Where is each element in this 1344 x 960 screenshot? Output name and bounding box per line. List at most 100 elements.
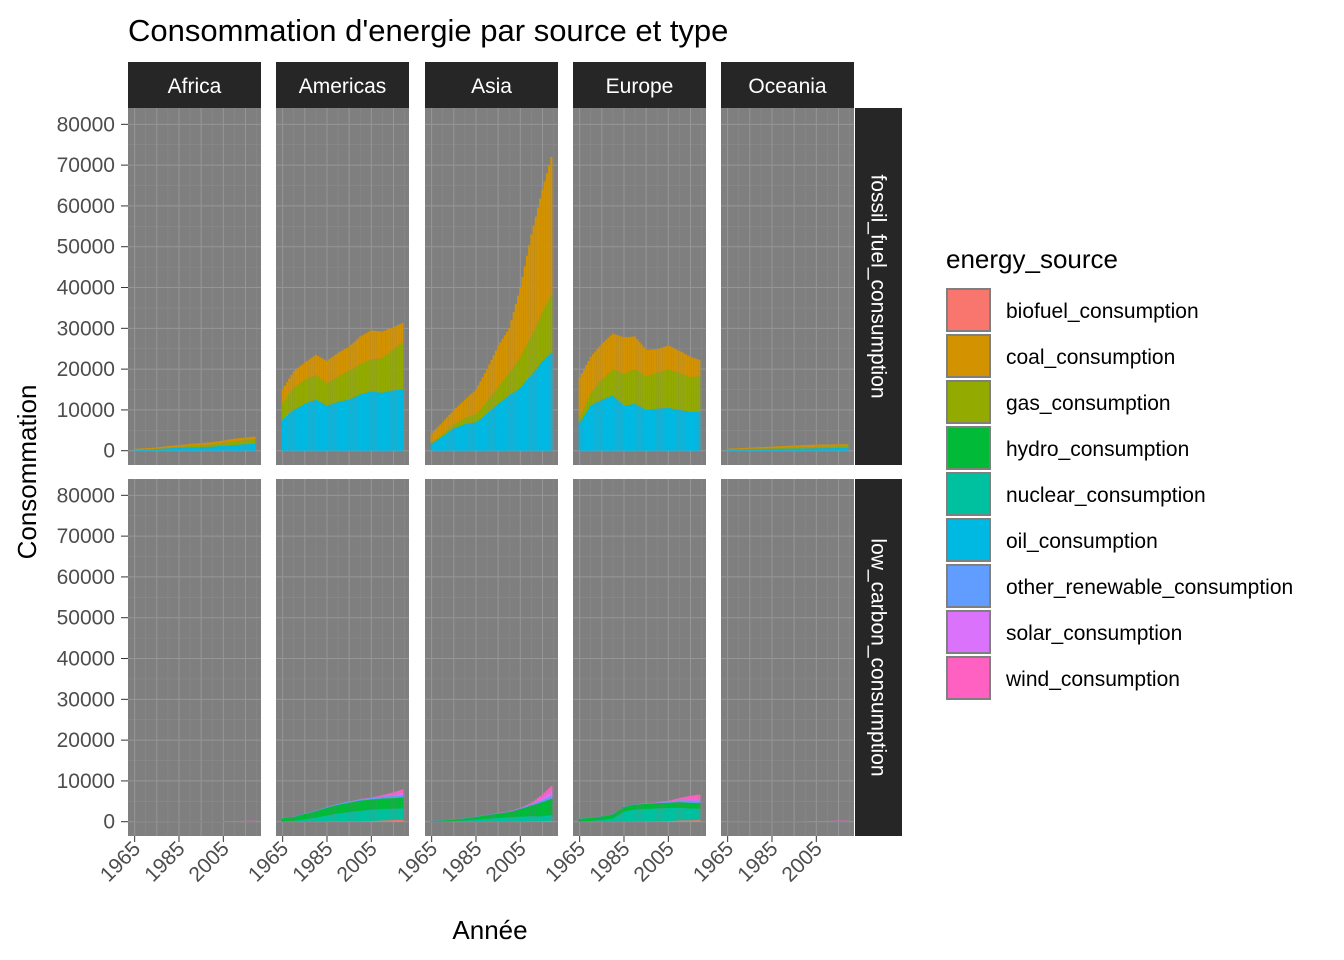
bar-other_renewable_consumption-1983 xyxy=(321,808,324,810)
bar-nuclear_consumption-1997 xyxy=(501,817,504,822)
bar-gas_consumption-1987 xyxy=(182,446,185,448)
bar-gas_consumption-1993 xyxy=(640,373,643,408)
bar-nuclear_consumption-2007 xyxy=(523,816,526,822)
bar-gas_consumption-1990 xyxy=(486,401,489,414)
bar-biofuel_consumption-2018 xyxy=(548,820,551,822)
bar-gas_consumption-2010 xyxy=(233,441,236,446)
bar-hydro_consumption-1989 xyxy=(631,805,634,810)
y-tick-label: 20000 xyxy=(57,358,115,381)
bar-oil_consumption-1991 xyxy=(636,405,639,451)
bar-hydro_consumption-1969 xyxy=(290,817,293,822)
bar-other_renewable_consumption-2012 xyxy=(682,800,685,803)
bar-oil_consumption-1986 xyxy=(477,420,480,451)
bar-oil_consumption-1986 xyxy=(625,405,628,451)
bar-hydro_consumption-1991 xyxy=(636,804,639,810)
bar-other_renewable_consumption-2015 xyxy=(541,800,544,803)
bar-oil_consumption-1992 xyxy=(341,400,344,451)
bar-hydro_consumption-1994 xyxy=(345,803,348,813)
bar-hydro_consumption-1992 xyxy=(638,804,641,810)
bar-gas_consumption-1984 xyxy=(472,414,475,423)
x-tick-label: 1985 xyxy=(288,837,337,886)
bar-gas_consumption-2000 xyxy=(211,444,214,447)
bar-oil_consumption-1974 xyxy=(450,429,453,451)
bar-solar_consumption-2014 xyxy=(687,799,690,801)
bar-other_renewable_consumption-1992 xyxy=(341,802,344,804)
bar-gas_consumption-1996 xyxy=(350,369,353,399)
bar-hydro_consumption-2012 xyxy=(682,802,685,809)
bar-nuclear_consumption-1996 xyxy=(350,811,353,822)
bar-oil_consumption-2008 xyxy=(821,448,825,451)
bar-gas_consumption-2005 xyxy=(667,369,670,408)
bar-hydro_consumption-2004 xyxy=(517,809,520,817)
bar-coal_consumption-1973 xyxy=(299,366,302,384)
bar-hydro_consumption-2002 xyxy=(512,810,515,818)
bar-gas_consumption-2017 xyxy=(545,303,548,357)
bar-coal_consumption-1976 xyxy=(157,447,161,449)
bar-hydro_consumption-2016 xyxy=(543,801,546,817)
y-tick-label: 30000 xyxy=(57,317,115,340)
bar-oil_consumption-1983 xyxy=(321,403,324,451)
bar-coal_consumption-2003 xyxy=(514,303,517,364)
bar-coal_consumption-1972 xyxy=(446,417,449,431)
bar-biofuel_consumption-2006 xyxy=(669,820,672,822)
bar-oil_consumption-1988 xyxy=(332,403,335,451)
bar-coal_consumption-1985 xyxy=(770,446,774,449)
bar-gas_consumption-2011 xyxy=(680,374,683,411)
bar-oil_consumption-1969 xyxy=(439,437,442,451)
bar-coal_consumption-2000 xyxy=(359,336,362,364)
bar-nuclear_consumption-1994 xyxy=(494,818,497,822)
bar-hydro_consumption-1974 xyxy=(450,819,453,822)
bar-coal_consumption-1997 xyxy=(501,338,504,382)
bar-hydro_consumption-2005 xyxy=(815,821,818,822)
bar-oil_consumption-2002 xyxy=(363,393,366,451)
y-axis-low_carbon_consumption: 0 10000 20000 30000 40000 50000 60000 70000 8000… xyxy=(57,484,128,834)
bar-coal_consumption-2012 xyxy=(682,353,685,375)
bar-oil_consumption-2010 xyxy=(678,409,681,451)
bar-biofuel_consumption-2014 xyxy=(390,820,393,822)
bar-gas_consumption-2007 xyxy=(226,442,229,446)
bar-hydro_consumption-2008 xyxy=(525,806,529,817)
bar-gas_consumption-1982 xyxy=(171,447,174,449)
bar-gas_consumption-1985 xyxy=(622,374,626,406)
bar-coal_consumption-2013 xyxy=(387,328,391,353)
bar-biofuel_consumption-2018 xyxy=(399,819,402,822)
bar-oil_consumption-1980 xyxy=(166,448,169,451)
bar-other_renewable_consumption-2013 xyxy=(536,801,540,804)
bar-other_renewable_consumption-1988 xyxy=(332,805,335,807)
bar-gas_consumption-1965 xyxy=(578,416,581,423)
strip-label-oceania: Oceania xyxy=(748,75,827,98)
bar-other_renewable_consumption-2019 xyxy=(698,800,701,803)
bar-oil_consumption-1995 xyxy=(793,448,796,451)
bar-hydro_consumption-2018 xyxy=(548,799,551,816)
bar-nuclear_consumption-1982 xyxy=(319,816,322,822)
bar-hydro_consumption-1971 xyxy=(443,820,447,822)
bar-oil_consumption-2012 xyxy=(534,369,537,451)
bar-gas_consumption-1989 xyxy=(483,404,486,416)
bar-oil_consumption-2004 xyxy=(368,392,371,451)
bar-gas_consumption-1992 xyxy=(341,374,344,401)
bar-hydro_consumption-1976 xyxy=(602,816,606,820)
bar-oil_consumption-2012 xyxy=(237,444,240,451)
bar-coal_consumption-1984 xyxy=(175,445,178,448)
bar-hydro_consumption-2006 xyxy=(372,799,375,810)
bar-gas_consumption-1998 xyxy=(503,378,506,399)
bar-gas_consumption-2001 xyxy=(510,369,513,395)
bar-oil_consumption-1985 xyxy=(474,422,478,451)
bar-gas_consumption-1990 xyxy=(337,376,340,402)
bar-nuclear_consumption-1995 xyxy=(497,818,500,822)
bar-hydro_consumption-2018 xyxy=(844,821,847,822)
bar-other_renewable_consumption-1994 xyxy=(345,801,348,804)
bar-gas_consumption-1980 xyxy=(166,447,169,449)
bar-gas_consumption-1985 xyxy=(770,448,774,449)
bar-coal_consumption-1991 xyxy=(339,351,342,376)
bar-coal_consumption-1995 xyxy=(348,346,351,372)
bar-gas_consumption-1985 xyxy=(325,383,329,406)
bar-gas_consumption-1976 xyxy=(602,377,606,399)
bar-nuclear_consumption-1974 xyxy=(598,820,601,822)
bar-gas_consumption-1988 xyxy=(332,379,335,404)
bar-gas_consumption-1999 xyxy=(356,365,360,396)
bar-gas_consumption-2004 xyxy=(517,360,520,390)
bar-nuclear_consumption-1974 xyxy=(301,819,304,822)
legend-label: biofuel_consumption xyxy=(1006,300,1199,323)
